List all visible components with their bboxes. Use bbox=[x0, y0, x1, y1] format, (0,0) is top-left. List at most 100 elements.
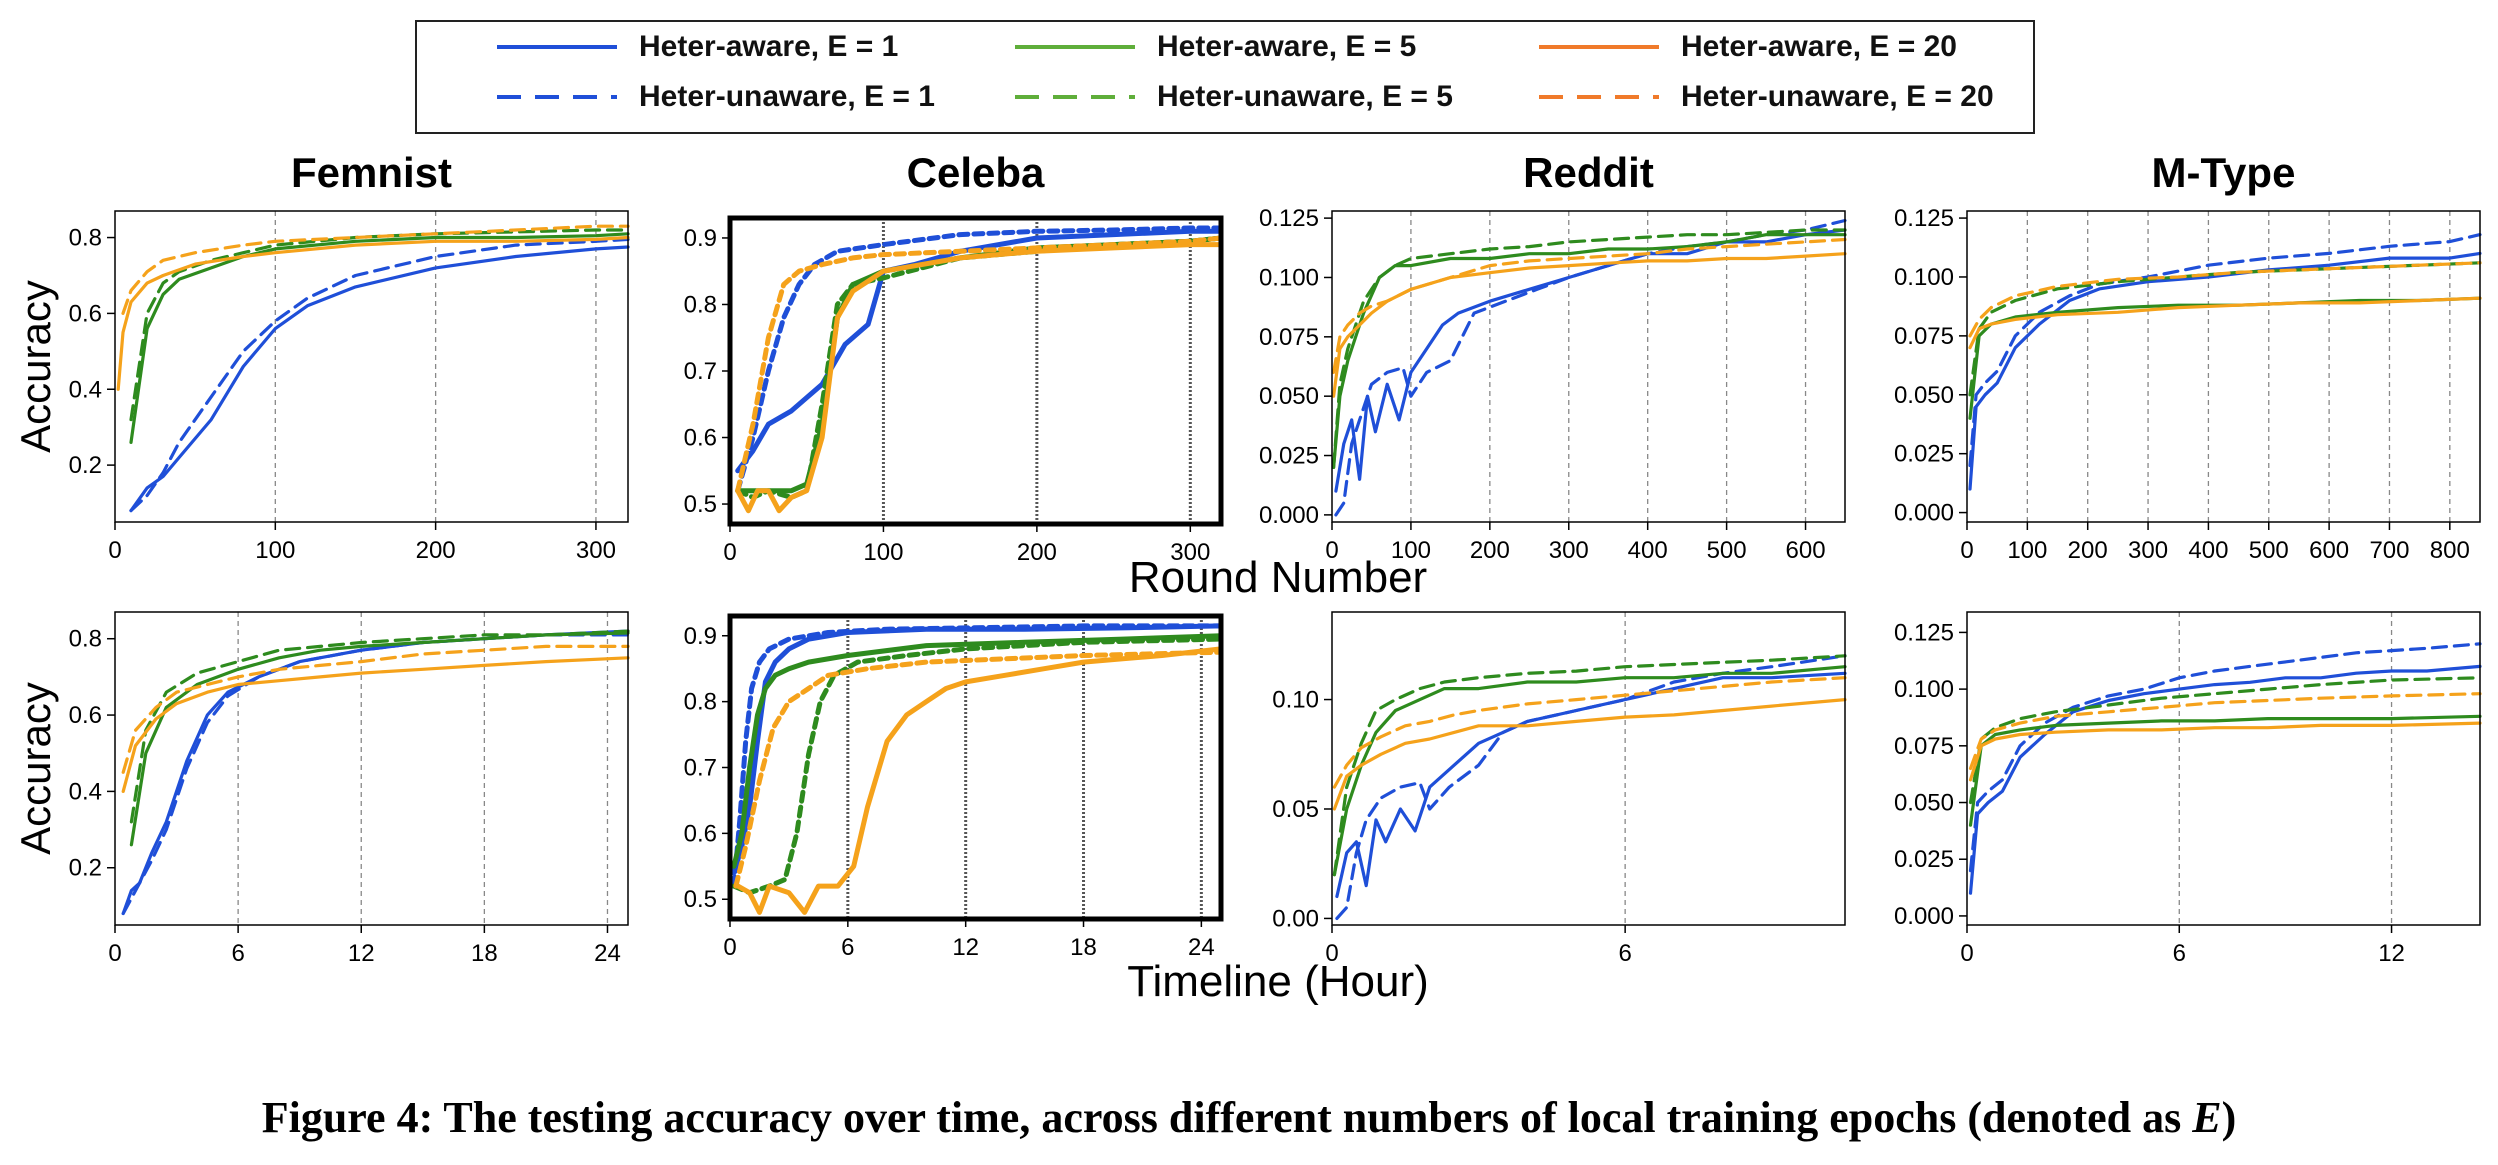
x-tick-label: 100 bbox=[863, 539, 903, 566]
series-line-e20-unaware bbox=[1332, 237, 1847, 374]
series-line-e20-unaware bbox=[735, 235, 1224, 494]
y-tick-label: 0.050 bbox=[1894, 382, 1954, 409]
series-line-e20-aware bbox=[1332, 252, 1847, 398]
series-line-e1-unaware bbox=[1968, 233, 2482, 468]
x-tick-label: 12 bbox=[348, 940, 375, 967]
series-line-e1-unaware bbox=[1335, 654, 1847, 920]
series-line-e1-aware bbox=[1334, 228, 1847, 493]
y-axis-label: Accuracy bbox=[12, 280, 59, 453]
y-tick-label: 0.5 bbox=[684, 491, 717, 518]
x-tick-label: 6 bbox=[841, 934, 854, 961]
x-tick-label: 300 bbox=[576, 537, 616, 564]
y-tick-label: 0.05 bbox=[1272, 796, 1319, 823]
x-tick-label: 0 bbox=[108, 537, 121, 564]
chart-title: Femnist bbox=[291, 149, 452, 196]
legend-swatch bbox=[1015, 45, 1135, 49]
x-tick-label: 200 bbox=[1470, 537, 1510, 564]
y-tick-label: 0.025 bbox=[1894, 846, 1954, 873]
x-tick-label: 300 bbox=[2128, 537, 2168, 564]
legend-swatch bbox=[1015, 95, 1135, 99]
plot-frame bbox=[1331, 210, 1846, 523]
y-tick-label: 0.125 bbox=[1894, 205, 1954, 232]
x-tick-label: 0 bbox=[1960, 940, 1973, 967]
legend-swatch bbox=[1539, 95, 1659, 99]
series-line-e20-aware bbox=[1332, 698, 1847, 811]
series-line-e1-aware bbox=[735, 228, 1224, 474]
x-tick-label: 12 bbox=[2378, 940, 2405, 967]
series-line-e1-aware bbox=[129, 245, 630, 513]
y-tick-label: 0.7 bbox=[684, 755, 717, 782]
series-line-e20-aware bbox=[116, 235, 630, 391]
y-tick-label: 0.075 bbox=[1894, 323, 1954, 350]
figure-caption: Figure 4: The testing accuracy over time… bbox=[261, 1093, 2237, 1142]
series-line-e20-aware bbox=[121, 656, 630, 793]
series-line-e20-unaware bbox=[1332, 676, 1847, 789]
y-tick-label: 0.050 bbox=[1894, 790, 1954, 817]
y-tick-label: 0.125 bbox=[1259, 205, 1319, 232]
x-tick-label: 12 bbox=[952, 934, 979, 961]
y-tick-label: 0.10 bbox=[1272, 687, 1319, 714]
x-tick-label: 800 bbox=[2430, 537, 2470, 564]
x-tick-label: 200 bbox=[416, 537, 456, 564]
legend-label: Heter-aware, E = 1 bbox=[639, 30, 899, 63]
x-tick-label: 100 bbox=[1391, 537, 1431, 564]
legend-label: Heter-unaware, E = 1 bbox=[639, 80, 935, 113]
series-line-e1-unaware bbox=[129, 237, 630, 513]
x-tick-label: 6 bbox=[2173, 940, 2186, 967]
x-tick-label: 200 bbox=[1017, 539, 1057, 566]
plot-frame bbox=[727, 215, 1224, 527]
x-tick-label: 0 bbox=[1960, 537, 1973, 564]
plot-frame bbox=[1966, 611, 2481, 926]
series-line-e5-aware bbox=[731, 633, 1224, 869]
y-tick-label: 0.025 bbox=[1894, 441, 1954, 468]
y-tick-label: 0.100 bbox=[1259, 264, 1319, 291]
series-line-e5-unaware bbox=[1332, 654, 1847, 877]
plot-frame bbox=[114, 611, 629, 926]
x-tick-label: 0 bbox=[1325, 537, 1338, 564]
series-line-e1-unaware bbox=[735, 225, 1224, 494]
series-line-e5-aware bbox=[1332, 233, 1847, 469]
y-tick-label: 0.000 bbox=[1259, 502, 1319, 529]
series-line-e5-unaware bbox=[731, 636, 1224, 896]
y-tick-label: 0.075 bbox=[1259, 324, 1319, 351]
y-tick-label: 0.8 bbox=[684, 689, 717, 716]
series-line-e5-unaware bbox=[129, 228, 630, 422]
legend-item: Heter-aware, E = 20 bbox=[1539, 30, 1957, 64]
y-tick-label: 0.2 bbox=[69, 855, 102, 882]
x-axis-label-timeline: Timeline (Hour) bbox=[1127, 957, 1429, 1006]
x-tick-label: 0 bbox=[108, 940, 121, 967]
x-tick-label: 300 bbox=[1549, 537, 1589, 564]
series-line-e5-unaware bbox=[735, 235, 1224, 500]
y-tick-label: 0.075 bbox=[1894, 733, 1954, 760]
legend-label: Heter-unaware, E = 20 bbox=[1681, 80, 1994, 113]
series-line-e5-unaware bbox=[1968, 261, 2482, 397]
plot-frame bbox=[114, 210, 629, 523]
x-tick-label: 500 bbox=[1707, 537, 1747, 564]
plot-frame bbox=[1966, 210, 2481, 523]
plots-canvas: Round Number Timeline (Hour) Femnist Accu… bbox=[12, 149, 2482, 1006]
y-tick-label: 0.4 bbox=[69, 376, 102, 403]
x-axis-label-round: Round Number bbox=[1129, 553, 1427, 602]
series-line-e1-aware bbox=[1968, 664, 2482, 895]
series-line-e20-unaware bbox=[1968, 261, 2482, 338]
y-tick-label: 0.8 bbox=[684, 291, 717, 318]
x-tick-label: 100 bbox=[2007, 537, 2047, 564]
y-tick-label: 0.025 bbox=[1259, 443, 1319, 470]
y-tick-label: 0.050 bbox=[1259, 383, 1319, 410]
x-tick-label: 18 bbox=[1070, 934, 1097, 961]
series-line-e5-aware bbox=[1332, 665, 1847, 877]
series-line-e5-unaware bbox=[1332, 228, 1847, 469]
series-line-e20-unaware bbox=[121, 644, 630, 774]
x-tick-label: 24 bbox=[1188, 934, 1215, 961]
x-tick-label: 200 bbox=[2068, 537, 2108, 564]
legend-label: Heter-aware, E = 20 bbox=[1681, 30, 1957, 63]
series-line-e5-aware bbox=[129, 232, 630, 444]
y-tick-label: 0.8 bbox=[69, 626, 102, 653]
y-tick-label: 0.9 bbox=[684, 225, 717, 252]
series-line-e1-aware bbox=[1335, 671, 1847, 899]
chart-title: Reddit bbox=[1523, 149, 1654, 196]
series-line-e5-unaware bbox=[1968, 676, 2482, 805]
legend-label: Heter-unaware, E = 5 bbox=[1157, 80, 1453, 113]
chart-title: Celeba bbox=[907, 149, 1045, 196]
